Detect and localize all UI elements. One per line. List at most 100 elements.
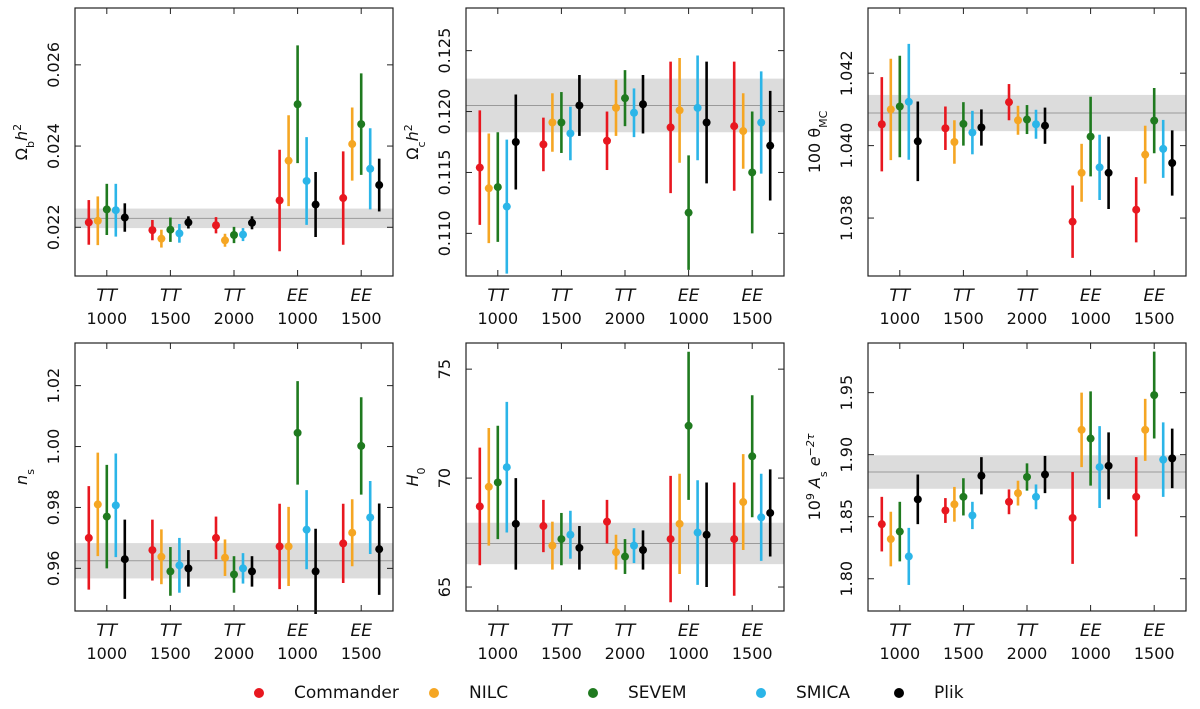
data-point: [84, 533, 93, 542]
series-nilc: [93, 452, 357, 587]
y-tick-label: 0.022: [44, 204, 63, 250]
data-point: [621, 94, 629, 103]
legend-label-nilc: NILC: [469, 683, 509, 703]
data-point: [904, 552, 913, 561]
data-point: [1086, 434, 1095, 443]
data-point: [730, 122, 739, 131]
series-commander: [877, 77, 1141, 258]
data-point: [639, 545, 647, 554]
series-sevem: [493, 70, 757, 270]
data-point: [702, 530, 711, 539]
x-category-spectrum: EE: [1143, 286, 1165, 306]
series-smica: [904, 43, 1168, 200]
x-category-spectrum: EE: [678, 286, 700, 306]
data-point: [311, 200, 320, 209]
data-point: [375, 545, 384, 554]
data-point: [895, 102, 904, 111]
data-point: [339, 539, 348, 548]
data-point: [1032, 492, 1040, 501]
legend-label-sevem: SEVEM: [628, 683, 687, 703]
data-point: [684, 421, 693, 430]
data-point: [702, 118, 711, 127]
data-point: [548, 541, 557, 550]
data-point: [148, 546, 157, 555]
data-point: [950, 500, 959, 509]
data-point: [1014, 116, 1022, 125]
x-category-lmax: 2000: [605, 644, 646, 663]
x-category-spectrum: EE: [350, 621, 372, 641]
data-point: [766, 141, 775, 150]
y-tick-label: 1.038: [837, 195, 856, 241]
y-tick-label: 0.98: [44, 490, 63, 526]
legend-item-plik: Plik: [894, 683, 964, 703]
data-point: [102, 205, 111, 214]
data-point: [941, 124, 950, 133]
legend-marker-sevem: [588, 688, 598, 698]
x-category-spectrum: TT: [1017, 286, 1039, 306]
series-nilc: [93, 107, 357, 248]
data-point: [284, 542, 293, 551]
x-category-lmax: 2000: [214, 309, 255, 328]
x-category-lmax: 2000: [605, 309, 646, 328]
x-category-lmax: 2000: [214, 644, 255, 663]
data-point: [612, 103, 620, 112]
data-point: [941, 506, 950, 515]
x-category-spectrum: TT: [224, 621, 246, 641]
data-point: [603, 517, 611, 526]
data-point: [1104, 168, 1113, 177]
x-category-lmax: 1500: [1134, 309, 1175, 328]
x-category-spectrum: TT: [224, 286, 246, 306]
x-category-lmax: 1000: [668, 644, 709, 663]
y-tick-label: 1.90: [837, 437, 856, 473]
legend-label-plik: Plik: [934, 683, 964, 703]
x-category-lmax: 1000: [86, 644, 127, 663]
legend-label-smica: SMICA: [796, 683, 850, 703]
data-point: [120, 555, 129, 564]
x-category-spectrum: EE: [1143, 621, 1165, 641]
legend-marker-smica: [756, 688, 766, 698]
y-tick-label: 1.02: [44, 368, 63, 404]
x-category-lmax: 1000: [477, 644, 518, 663]
y-tick-label: 75: [435, 359, 454, 379]
data-point: [302, 176, 311, 185]
data-point: [1014, 489, 1022, 498]
data-point: [293, 100, 302, 109]
data-point: [886, 105, 895, 114]
data-point: [748, 168, 757, 177]
data-point: [484, 482, 493, 491]
panel-omega-b: 0.022 0.024 0.026 TT 1000 TT 1500 TT 2000 EE 1000 E…: [11, 7, 394, 328]
y-tick-label: 1.95: [837, 375, 856, 411]
x-category-lmax: 1000: [277, 309, 318, 328]
data-point: [357, 120, 366, 129]
data-point: [175, 229, 184, 238]
y-tick-label: 1.040: [837, 123, 856, 169]
data-point: [575, 101, 584, 110]
series-commander: [475, 447, 739, 603]
data-point: [1041, 470, 1049, 479]
data-point: [612, 548, 620, 557]
data-point: [475, 163, 484, 172]
data-point: [221, 553, 229, 562]
data-point: [230, 230, 238, 239]
data-point: [913, 137, 922, 146]
data-point: [212, 221, 220, 230]
data-point: [748, 452, 757, 461]
series-plik: [913, 101, 1177, 209]
data-point: [366, 164, 375, 173]
data-point: [630, 541, 638, 550]
series-commander: [877, 457, 1141, 564]
data-point: [1159, 144, 1168, 153]
data-point: [348, 528, 357, 537]
legend: Commander NILC SEVEM SMICA Plik: [0, 680, 1200, 706]
x-category-spectrum: EE: [287, 621, 309, 641]
data-point: [557, 118, 566, 127]
series-sevem: [895, 55, 1159, 177]
data-point: [1068, 217, 1077, 226]
series-sevem: [102, 45, 366, 244]
y-tick-label: 0.110: [435, 210, 454, 256]
legend-label-commander: Commander: [294, 683, 399, 703]
x-category-lmax: 1000: [477, 309, 518, 328]
legend-item-smica: SMICA: [756, 683, 850, 703]
panel-as: 1.80 1.85 1.90 1.95 TT 1000 TT 1500 TT 2000 EE 1000…: [804, 342, 1187, 663]
legend-marker-commander: [254, 688, 264, 698]
